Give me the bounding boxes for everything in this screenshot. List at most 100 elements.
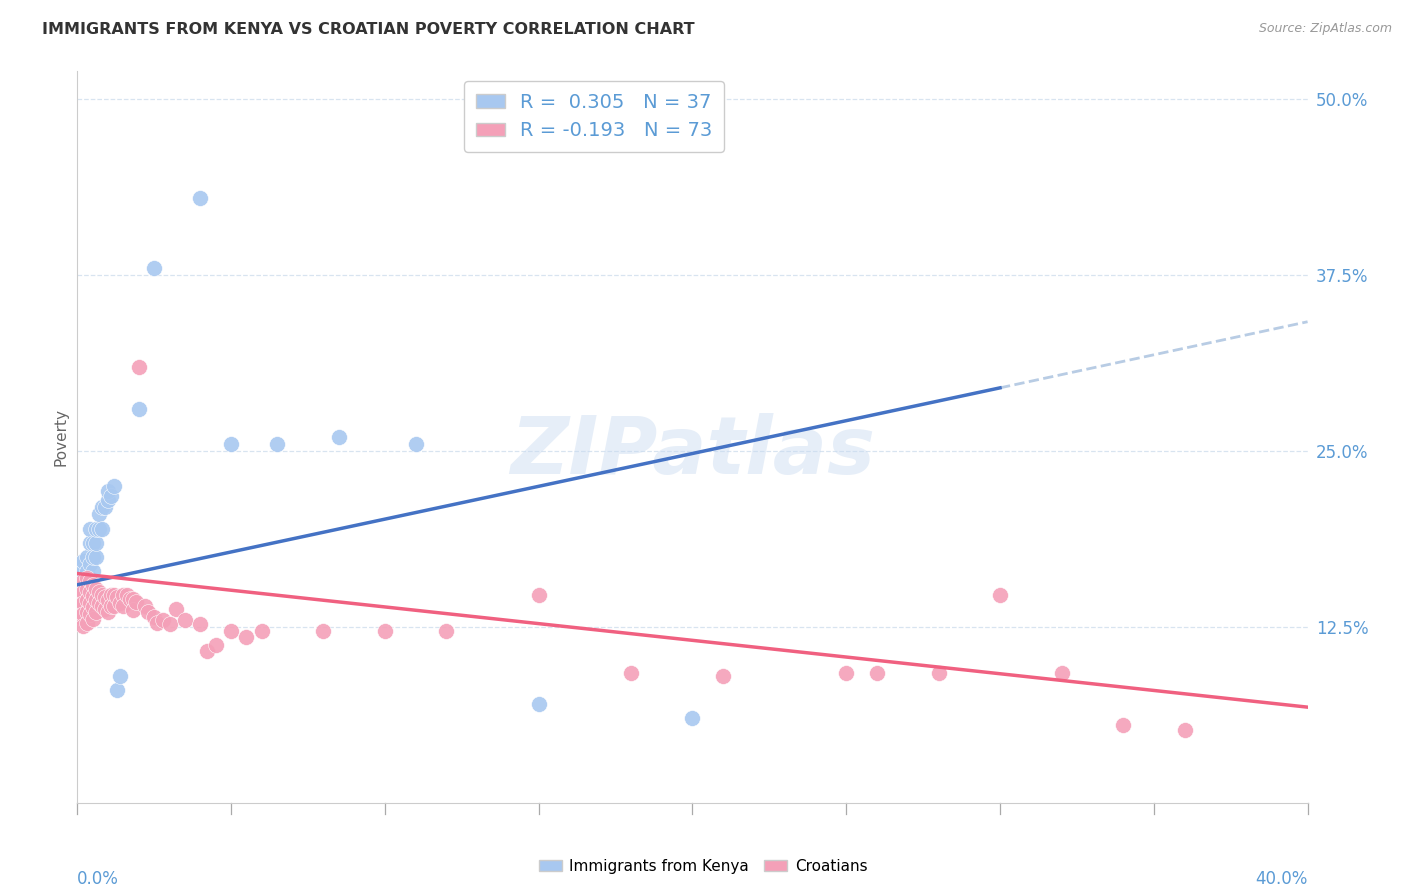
Point <box>82 578 104 592</box>
Point <box>110 669 132 683</box>
Point <box>76 549 98 564</box>
Point <box>105 591 128 605</box>
Point <box>682 711 704 725</box>
Point <box>84 535 107 549</box>
Point <box>928 666 950 681</box>
Point <box>374 624 396 639</box>
Point <box>103 599 125 613</box>
Point <box>69 610 91 624</box>
Point <box>69 559 91 574</box>
Point <box>143 610 166 624</box>
Point <box>72 607 94 622</box>
Point <box>219 624 242 639</box>
Legend: Immigrants from Kenya, Croatians: Immigrants from Kenya, Croatians <box>533 853 873 880</box>
Point <box>94 500 117 515</box>
Point <box>72 554 94 568</box>
Text: 0.0%: 0.0% <box>77 871 120 888</box>
Point <box>136 605 159 619</box>
Point <box>988 588 1011 602</box>
Point <box>72 564 94 578</box>
Point <box>266 437 288 451</box>
Point <box>118 591 141 606</box>
Point <box>76 574 98 588</box>
Point <box>121 591 143 606</box>
Point <box>328 430 350 444</box>
Point <box>250 624 273 639</box>
Point <box>1050 666 1073 681</box>
Point <box>82 611 104 625</box>
Point <box>79 521 101 535</box>
Point <box>97 605 120 619</box>
Point <box>620 666 643 681</box>
Point <box>143 261 166 276</box>
Y-axis label: Poverty: Poverty <box>53 408 69 467</box>
Point <box>82 535 104 549</box>
Point <box>90 521 114 535</box>
Point <box>84 605 107 619</box>
Point <box>866 666 889 681</box>
Point <box>152 613 174 627</box>
Point <box>146 615 169 630</box>
Point <box>87 521 110 535</box>
Point <box>97 493 120 508</box>
Point <box>125 595 148 609</box>
Point <box>79 574 101 588</box>
Point <box>219 437 242 451</box>
Point <box>100 489 122 503</box>
Legend: R =  0.305   N = 37, R = -0.193   N = 73: R = 0.305 N = 37, R = -0.193 N = 73 <box>464 81 724 153</box>
Point <box>72 618 94 632</box>
Point <box>87 584 110 599</box>
Text: 40.0%: 40.0% <box>1256 871 1308 888</box>
Point <box>188 617 212 632</box>
Point <box>79 596 101 610</box>
Point <box>121 603 143 617</box>
Point <box>94 591 117 605</box>
Point <box>90 500 114 515</box>
Point <box>165 601 187 615</box>
Point <box>97 483 120 498</box>
Point <box>134 599 156 613</box>
Point <box>527 698 550 712</box>
Point <box>1112 718 1135 732</box>
Point <box>72 596 94 610</box>
Point <box>115 588 138 602</box>
Point <box>84 582 107 596</box>
Point <box>76 605 98 619</box>
Point <box>84 593 107 607</box>
Point <box>103 588 125 602</box>
Point <box>110 596 132 610</box>
Point <box>84 549 107 564</box>
Point <box>82 564 104 578</box>
Text: Source: ZipAtlas.com: Source: ZipAtlas.com <box>1258 22 1392 36</box>
Point <box>1174 723 1197 737</box>
Point <box>235 630 257 644</box>
Point <box>79 584 101 599</box>
Point <box>128 359 150 374</box>
Point <box>76 571 98 585</box>
Point <box>128 401 150 416</box>
Point <box>100 588 122 602</box>
Point <box>76 582 98 596</box>
Point <box>79 535 101 549</box>
Point <box>100 599 122 613</box>
Point <box>103 479 125 493</box>
Point <box>159 617 181 632</box>
Point <box>90 588 114 602</box>
Point <box>72 574 94 588</box>
Point <box>82 589 104 603</box>
Point <box>112 599 135 613</box>
Point <box>79 557 101 571</box>
Point <box>195 644 218 658</box>
Point <box>112 588 135 602</box>
Point <box>82 549 104 564</box>
Point <box>527 588 550 602</box>
Point <box>69 571 91 585</box>
Point <box>76 593 98 607</box>
Point <box>69 588 91 602</box>
Point <box>174 613 197 627</box>
Point <box>436 624 458 639</box>
Point <box>69 599 91 613</box>
Point <box>84 521 107 535</box>
Point <box>87 508 110 522</box>
Point <box>405 437 427 451</box>
